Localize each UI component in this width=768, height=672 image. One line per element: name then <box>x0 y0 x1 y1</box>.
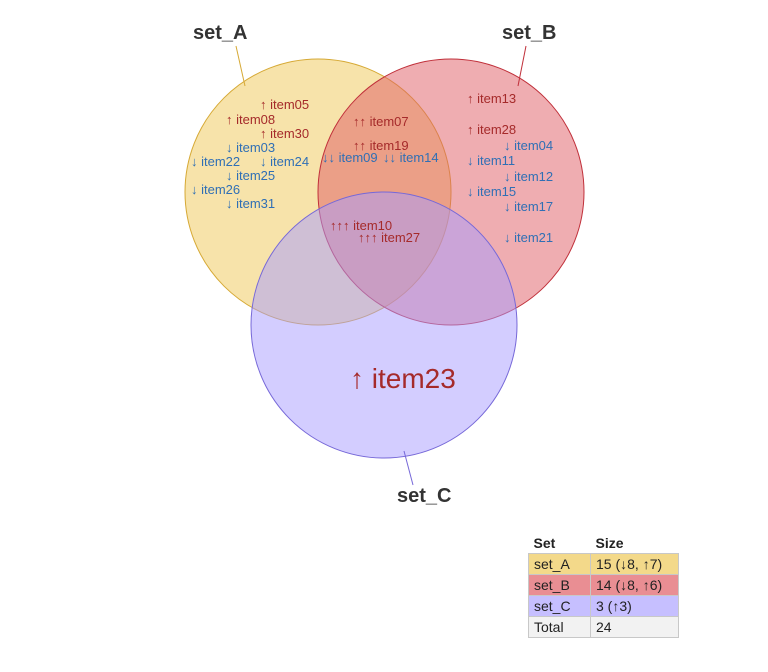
set-c-title: set_C <box>397 485 451 507</box>
set-c-circle <box>250 191 518 459</box>
item-label: ↑ item23 <box>350 363 456 394</box>
item-label: ↓ item04 <box>504 138 553 153</box>
table-cell-size: 15 (↓8, ↑7) <box>590 553 679 575</box>
table-header-row: Set Size <box>529 533 679 554</box>
set-a-title: set_A <box>193 22 247 44</box>
set-a-leader-line <box>235 45 246 87</box>
table-row: set_B 14 (↓8, ↑6) <box>528 574 679 596</box>
item-label: ↓ item26 <box>191 182 240 197</box>
item-label: ↑ item30 <box>260 126 309 141</box>
table-cell-size: 3 (↑3) <box>590 595 679 617</box>
item-label: ↑↑ item07 <box>353 114 409 129</box>
item-label: ↑ item28 <box>467 122 516 137</box>
table-row: set_C 3 (↑3) <box>528 595 679 617</box>
item-label: ↓ item12 <box>504 169 553 184</box>
item-label: ↓ item21 <box>504 230 553 245</box>
item-label: ↓↓ item14 <box>383 150 439 165</box>
item-label: ↓↓ item09 <box>322 150 378 165</box>
table-row: set_A 15 (↓8, ↑7) <box>528 553 679 575</box>
item-label: ↓ item15 <box>467 184 516 199</box>
item-label: ↑ item13 <box>467 91 516 106</box>
set-c-leader-line <box>403 450 414 486</box>
table-row: Total 24 <box>528 616 679 638</box>
item-label: ↑ item08 <box>226 112 275 127</box>
item-label: ↓ item03 <box>226 140 275 155</box>
table-cell-size: 14 (↓8, ↑6) <box>590 574 679 596</box>
item-label: ↑↑↑ item10 <box>330 218 392 233</box>
item-label: ↓ item24 <box>260 154 309 169</box>
item-label: ↑↑↑ item27 <box>358 230 420 245</box>
table-cell-size: 24 <box>590 616 679 638</box>
item-label: ↓ item31 <box>226 196 275 211</box>
item-label: ↓ item11 <box>467 153 515 168</box>
table-cell-set: set_C <box>528 595 591 617</box>
item-label: ↑ item05 <box>260 97 309 112</box>
table-header-set: Set <box>533 535 556 551</box>
set-b-title: set_B <box>502 22 556 44</box>
table-header-size: Size <box>595 535 624 551</box>
set-size-table: Set Size set_A 15 (↓8, ↑7) set_B 14 (↓8,… <box>528 533 679 638</box>
item-label: ↓ item22 <box>191 154 240 169</box>
table-cell-set: set_A <box>528 553 591 575</box>
item-label: ↓ item17 <box>504 199 553 214</box>
table-cell-set: set_B <box>528 574 591 596</box>
item-label: ↓ item25 <box>226 168 275 183</box>
table-cell-set: Total <box>528 616 591 638</box>
item-label: ↑↑ item19 <box>353 138 409 153</box>
set-b-leader-line <box>517 45 527 87</box>
